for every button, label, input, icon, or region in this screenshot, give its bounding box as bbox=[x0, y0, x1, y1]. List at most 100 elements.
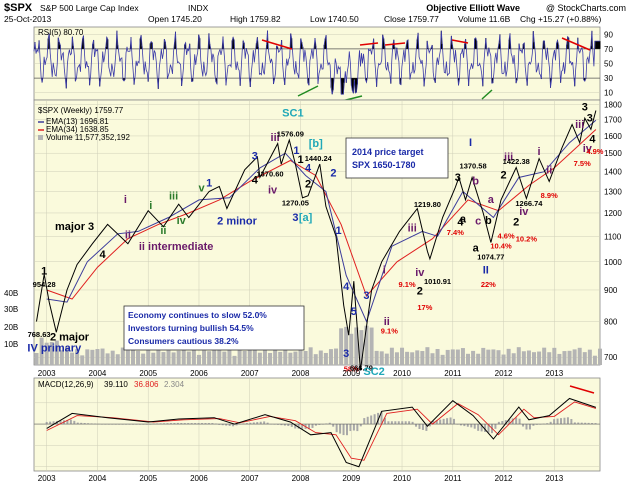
macd-x-axis-labels: 2003 2004 2005 2006 2007 2008 2009 2010 2011 2012… bbox=[38, 474, 564, 483]
macd-histogram-bar bbox=[518, 418, 521, 425]
macd-histogram-bar bbox=[439, 419, 442, 425]
volume-bar bbox=[252, 349, 257, 365]
wave-label: 7.4% bbox=[447, 228, 464, 237]
wave-label: 8.9% bbox=[541, 191, 558, 200]
volume-bar bbox=[582, 352, 587, 365]
wave-label: 954.28 bbox=[33, 280, 56, 289]
macd-histogram-bar bbox=[156, 423, 159, 425]
volume-tick-label: 30B bbox=[4, 305, 18, 314]
commentary-line1: Economy continues to slow 52.0% bbox=[128, 310, 267, 320]
legend-volume-swatch bbox=[38, 135, 43, 140]
macd-histogram-bar bbox=[501, 421, 504, 425]
rsi-tick-label: 50 bbox=[604, 60, 613, 69]
macd-histogram-bar bbox=[411, 421, 414, 425]
volume-bar bbox=[445, 349, 450, 365]
volume-bar bbox=[288, 352, 293, 365]
volume-bar bbox=[435, 349, 440, 365]
macd-histogram-bar bbox=[325, 423, 328, 425]
wave-label: ii bbox=[125, 230, 131, 242]
macd-histogram-bar bbox=[87, 423, 90, 425]
macd-histogram-bar bbox=[573, 422, 576, 425]
wave-label: iv bbox=[177, 215, 187, 227]
macd-histogram-bar bbox=[432, 420, 435, 425]
commentary-box: Economy continues to slow 52.0% Investor… bbox=[123, 305, 305, 351]
wave-label: 58% bbox=[344, 364, 359, 373]
rsi-tick-label: 90 bbox=[604, 30, 613, 39]
wave-label: b bbox=[485, 215, 492, 227]
volume-bar bbox=[425, 347, 430, 365]
macd-histogram-bar bbox=[428, 424, 431, 427]
volume-value: Volume 11.6B bbox=[458, 14, 511, 24]
macd-histogram-bar bbox=[259, 421, 262, 425]
volume-bar bbox=[278, 351, 283, 365]
rsi-divergence-line bbox=[384, 42, 406, 46]
volume-tick-label: 20B bbox=[4, 323, 18, 332]
x-tick-label: 2007 bbox=[241, 369, 259, 378]
volume-bar bbox=[75, 349, 80, 365]
wave-label: 4 bbox=[305, 163, 312, 175]
wave-label: 768.63 bbox=[28, 330, 51, 339]
wave-label: [a] bbox=[299, 212, 313, 224]
macd-histogram-bar bbox=[373, 414, 376, 425]
volume-bar bbox=[222, 351, 227, 365]
macd-histogram-bar bbox=[594, 423, 597, 425]
macd-histogram-bar bbox=[377, 412, 380, 425]
macd-histogram-bar bbox=[183, 423, 186, 425]
volume-bar bbox=[420, 351, 425, 365]
macd-histogram-bar bbox=[297, 424, 300, 429]
wave-label: iii bbox=[408, 222, 417, 234]
legend-ema34: EMA(34) 1638.85 bbox=[46, 125, 109, 134]
macd-histogram-bar bbox=[366, 416, 369, 425]
change-value: Chg +15.27 (+0.88%) bbox=[520, 14, 601, 24]
volume-bar bbox=[547, 352, 552, 365]
wave-label: 2 minor bbox=[217, 215, 257, 227]
wave-label: i bbox=[538, 146, 541, 158]
wave-label: 4 bbox=[99, 249, 106, 261]
x-tick-label: 2009 bbox=[342, 369, 360, 378]
volume-bar bbox=[511, 353, 516, 365]
volume-bar bbox=[364, 325, 369, 365]
wave-label: [b] bbox=[309, 138, 323, 150]
macd-divergence-line bbox=[569, 385, 595, 394]
volume-bar bbox=[501, 354, 506, 365]
wave-label: 4 bbox=[589, 134, 596, 146]
price-tick-label: 1100 bbox=[604, 232, 622, 241]
x-tick-label: 2004 bbox=[89, 474, 107, 483]
volume-bar bbox=[110, 350, 115, 365]
volume-bar bbox=[496, 350, 501, 365]
volume-bar bbox=[359, 330, 364, 365]
macd-histogram-bar bbox=[83, 423, 86, 425]
volume-bar bbox=[328, 349, 333, 365]
macd-histogram-bar bbox=[466, 424, 469, 427]
volume-bar bbox=[293, 351, 298, 365]
macd-histogram-bar bbox=[487, 424, 490, 433]
macd-histogram-bar bbox=[314, 424, 317, 426]
macd-histogram-bar bbox=[287, 424, 290, 426]
macd-histogram-bar bbox=[494, 424, 497, 429]
price-tick-label: 900 bbox=[604, 286, 618, 295]
volume-bar bbox=[466, 353, 471, 365]
price-tick-label: 800 bbox=[604, 317, 618, 326]
wave-label: 2 bbox=[305, 178, 311, 190]
volume-bar bbox=[405, 351, 410, 365]
volume-bar bbox=[344, 326, 349, 365]
wave-label: major 3 bbox=[55, 221, 94, 233]
x-tick-label: 2006 bbox=[190, 369, 208, 378]
wave-label: 1219.80 bbox=[414, 200, 441, 209]
macd-histogram-bar bbox=[591, 422, 594, 425]
macd-histogram-bar bbox=[235, 424, 238, 426]
macd-histogram-bar bbox=[370, 415, 373, 425]
volume-bar bbox=[339, 328, 344, 365]
macd-histogram-bar bbox=[342, 424, 345, 436]
wave-label: 7.5% bbox=[574, 159, 591, 168]
macd-histogram-bar bbox=[318, 424, 321, 425]
wave-label: 3 bbox=[292, 212, 298, 224]
macd-histogram-bar bbox=[553, 419, 556, 425]
macd-histogram-bar bbox=[242, 423, 245, 425]
macd-histogram-bar bbox=[580, 422, 583, 425]
main-x-axis-labels: 2003 2004 2005 2006 2007 2008 2009 2010 2011 2012… bbox=[38, 369, 564, 378]
macd-histogram-bar bbox=[504, 420, 507, 425]
macd-histogram-bar bbox=[228, 424, 231, 426]
open-value: Open 1745.20 bbox=[148, 14, 202, 24]
